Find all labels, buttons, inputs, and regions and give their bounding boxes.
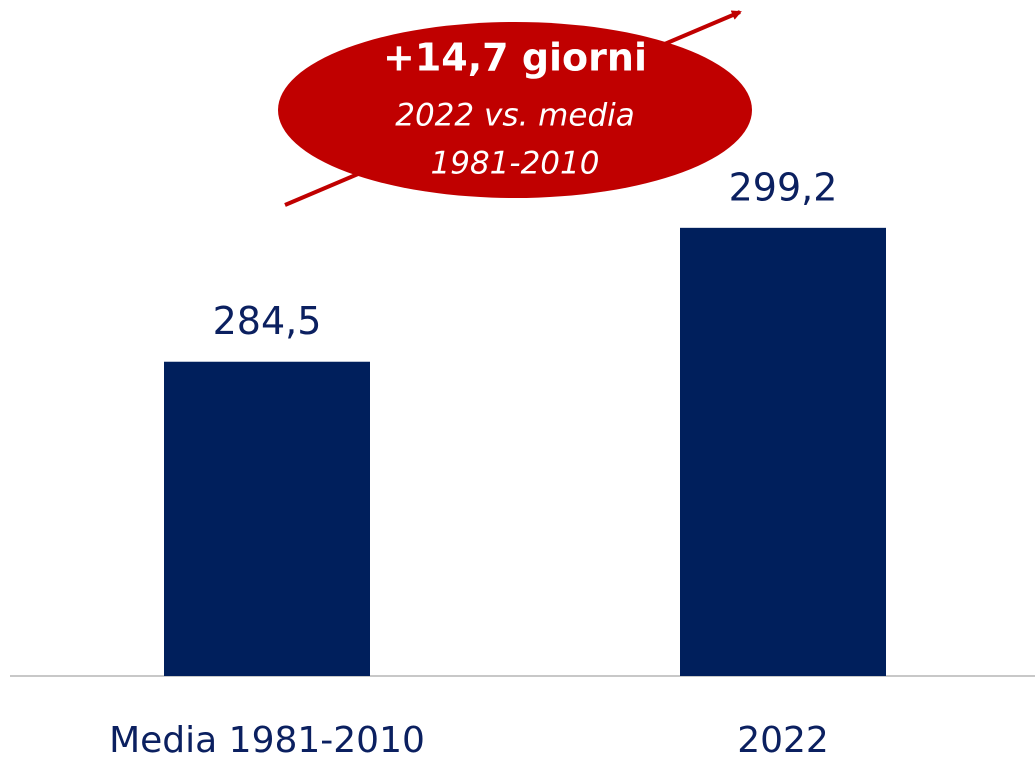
value-label: 299,2 bbox=[729, 165, 838, 209]
annotation-line: 1981-2010 bbox=[431, 146, 600, 182]
annotation-title: +14,7 giorni bbox=[383, 36, 647, 80]
annotation-line: 2022 vs. media bbox=[395, 98, 635, 134]
bar bbox=[680, 227, 886, 676]
annotation-bubble bbox=[278, 22, 752, 198]
x-tick-label: 2022 bbox=[737, 720, 829, 759]
bar bbox=[164, 361, 370, 676]
x-tick-label: Media 1981-2010 bbox=[109, 720, 425, 759]
value-label: 284,5 bbox=[213, 299, 322, 343]
